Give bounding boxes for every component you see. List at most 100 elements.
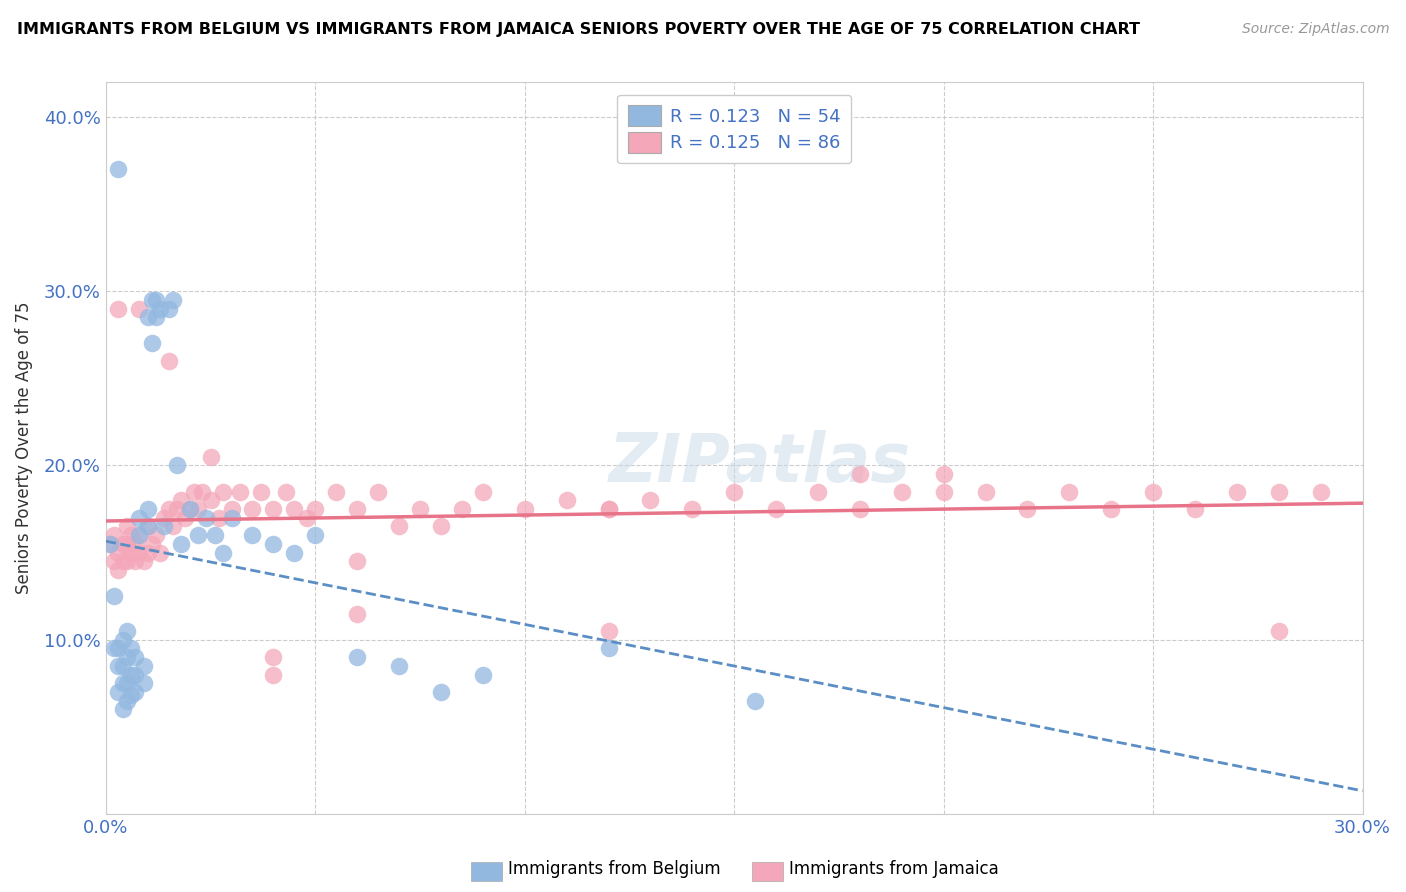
Point: [124, 537, 146, 551]
Point: [132, 658, 155, 673]
Text: IMMIGRANTS FROM BELGIUM VS IMMIGRANTS FROM JAMAICA SENIORS POVERTY OVER THE AGE : IMMIGRANTS FROM BELGIUM VS IMMIGRANTS FR…: [17, 22, 1140, 37]
Legend: R = 0.123   N = 54, R = 0.125   N = 86: R = 0.123 N = 54, R = 0.125 N = 86: [617, 95, 851, 163]
Point: [141, 336, 163, 351]
Point: [115, 650, 138, 665]
Point: [115, 676, 138, 690]
Point: [681, 502, 703, 516]
Point: [120, 528, 142, 542]
Point: [136, 519, 159, 533]
Point: [111, 658, 134, 673]
Point: [932, 467, 955, 481]
Point: [471, 667, 494, 681]
Text: Immigrants from Belgium: Immigrants from Belgium: [508, 860, 720, 878]
Point: [1017, 502, 1039, 516]
Point: [174, 510, 197, 524]
Point: [162, 293, 184, 307]
Point: [166, 502, 188, 516]
Point: [409, 502, 432, 516]
Point: [141, 293, 163, 307]
Point: [242, 528, 264, 542]
Point: [98, 537, 121, 551]
Point: [744, 694, 766, 708]
Point: [120, 545, 142, 559]
Point: [598, 641, 620, 656]
Point: [179, 502, 201, 516]
Point: [149, 545, 172, 559]
Point: [204, 528, 226, 542]
Y-axis label: Seniors Poverty Over the Age of 75: Seniors Poverty Over the Age of 75: [15, 301, 32, 594]
Point: [111, 632, 134, 647]
Point: [200, 493, 222, 508]
Point: [166, 458, 188, 473]
Point: [157, 353, 180, 368]
Point: [262, 502, 284, 516]
Point: [124, 650, 146, 665]
Point: [723, 484, 745, 499]
Point: [346, 502, 368, 516]
Point: [765, 502, 787, 516]
Point: [120, 641, 142, 656]
Point: [145, 310, 167, 325]
Point: [325, 484, 347, 499]
Point: [124, 685, 146, 699]
Point: [115, 519, 138, 533]
Point: [262, 650, 284, 665]
Point: [598, 502, 620, 516]
Point: [124, 554, 146, 568]
Point: [974, 484, 997, 499]
Point: [1268, 484, 1291, 499]
Point: [262, 537, 284, 551]
Point: [1142, 484, 1164, 499]
Point: [195, 510, 218, 524]
Text: ZIPatlas: ZIPatlas: [609, 430, 910, 496]
Point: [183, 484, 205, 499]
Point: [115, 624, 138, 638]
Point: [388, 658, 411, 673]
Point: [555, 493, 578, 508]
Point: [283, 502, 305, 516]
Point: [145, 528, 167, 542]
Point: [191, 484, 214, 499]
Text: Source: ZipAtlas.com: Source: ZipAtlas.com: [1241, 22, 1389, 37]
Point: [229, 484, 252, 499]
Point: [346, 607, 368, 621]
Point: [115, 537, 138, 551]
Point: [187, 502, 209, 516]
Point: [111, 676, 134, 690]
Point: [274, 484, 297, 499]
Point: [141, 537, 163, 551]
Point: [283, 545, 305, 559]
Point: [98, 537, 121, 551]
Point: [849, 467, 872, 481]
Point: [103, 554, 125, 568]
Point: [103, 641, 125, 656]
Point: [388, 519, 411, 533]
Point: [153, 519, 176, 533]
Point: [179, 502, 201, 516]
Point: [430, 519, 453, 533]
Point: [128, 528, 150, 542]
Point: [1309, 484, 1331, 499]
Point: [136, 545, 159, 559]
Point: [807, 484, 830, 499]
Point: [128, 510, 150, 524]
Point: [640, 493, 662, 508]
Point: [221, 502, 243, 516]
Point: [153, 510, 176, 524]
Point: [115, 694, 138, 708]
Text: Immigrants from Jamaica: Immigrants from Jamaica: [789, 860, 998, 878]
Point: [157, 502, 180, 516]
Point: [120, 667, 142, 681]
Point: [111, 554, 134, 568]
Point: [346, 650, 368, 665]
Point: [111, 702, 134, 716]
Point: [157, 301, 180, 316]
Point: [128, 301, 150, 316]
Point: [107, 545, 129, 559]
Point: [170, 537, 193, 551]
Point: [250, 484, 273, 499]
Point: [107, 301, 129, 316]
Point: [132, 554, 155, 568]
Point: [890, 484, 912, 499]
Point: [367, 484, 389, 499]
